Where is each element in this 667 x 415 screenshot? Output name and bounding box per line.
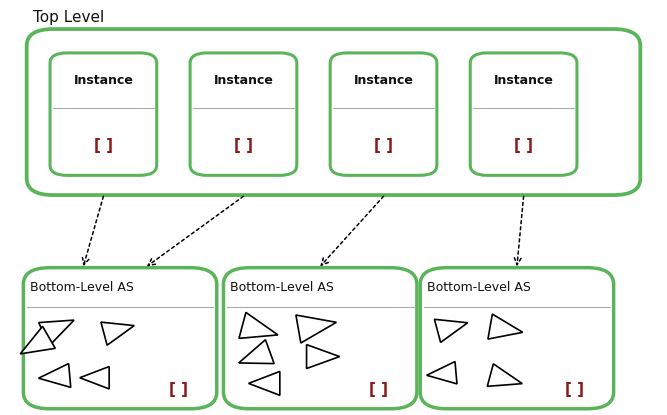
FancyBboxPatch shape: [190, 53, 297, 175]
Polygon shape: [80, 366, 109, 389]
Text: Instance: Instance: [494, 74, 554, 87]
FancyBboxPatch shape: [223, 268, 417, 409]
Polygon shape: [20, 326, 55, 354]
Text: [ ]: [ ]: [234, 139, 253, 154]
Polygon shape: [239, 312, 278, 338]
Polygon shape: [101, 322, 134, 345]
Text: Instance: Instance: [73, 74, 133, 87]
Polygon shape: [427, 361, 457, 384]
Polygon shape: [39, 364, 71, 387]
Text: [ ]: [ ]: [94, 139, 113, 154]
Text: [ ]: [ ]: [169, 381, 187, 396]
Text: Bottom-Level AS: Bottom-Level AS: [427, 281, 531, 294]
FancyBboxPatch shape: [23, 268, 217, 409]
Polygon shape: [239, 340, 274, 364]
Text: Instance: Instance: [213, 74, 273, 87]
Text: [ ]: [ ]: [514, 139, 533, 154]
Polygon shape: [307, 344, 340, 369]
Polygon shape: [249, 371, 280, 395]
FancyBboxPatch shape: [50, 53, 157, 175]
Polygon shape: [488, 364, 522, 386]
Text: [ ]: [ ]: [374, 139, 393, 154]
FancyBboxPatch shape: [27, 29, 640, 195]
Text: Instance: Instance: [354, 74, 414, 87]
Polygon shape: [39, 320, 74, 346]
FancyBboxPatch shape: [470, 53, 577, 175]
Text: [ ]: [ ]: [369, 381, 388, 396]
Text: Bottom-Level AS: Bottom-Level AS: [30, 281, 134, 294]
Polygon shape: [434, 319, 468, 342]
Polygon shape: [488, 314, 523, 339]
FancyBboxPatch shape: [420, 268, 614, 409]
Text: Top Level: Top Level: [33, 10, 105, 25]
Text: Bottom-Level AS: Bottom-Level AS: [230, 281, 334, 294]
Text: [ ]: [ ]: [566, 381, 584, 396]
FancyBboxPatch shape: [330, 53, 437, 175]
Polygon shape: [296, 315, 336, 343]
